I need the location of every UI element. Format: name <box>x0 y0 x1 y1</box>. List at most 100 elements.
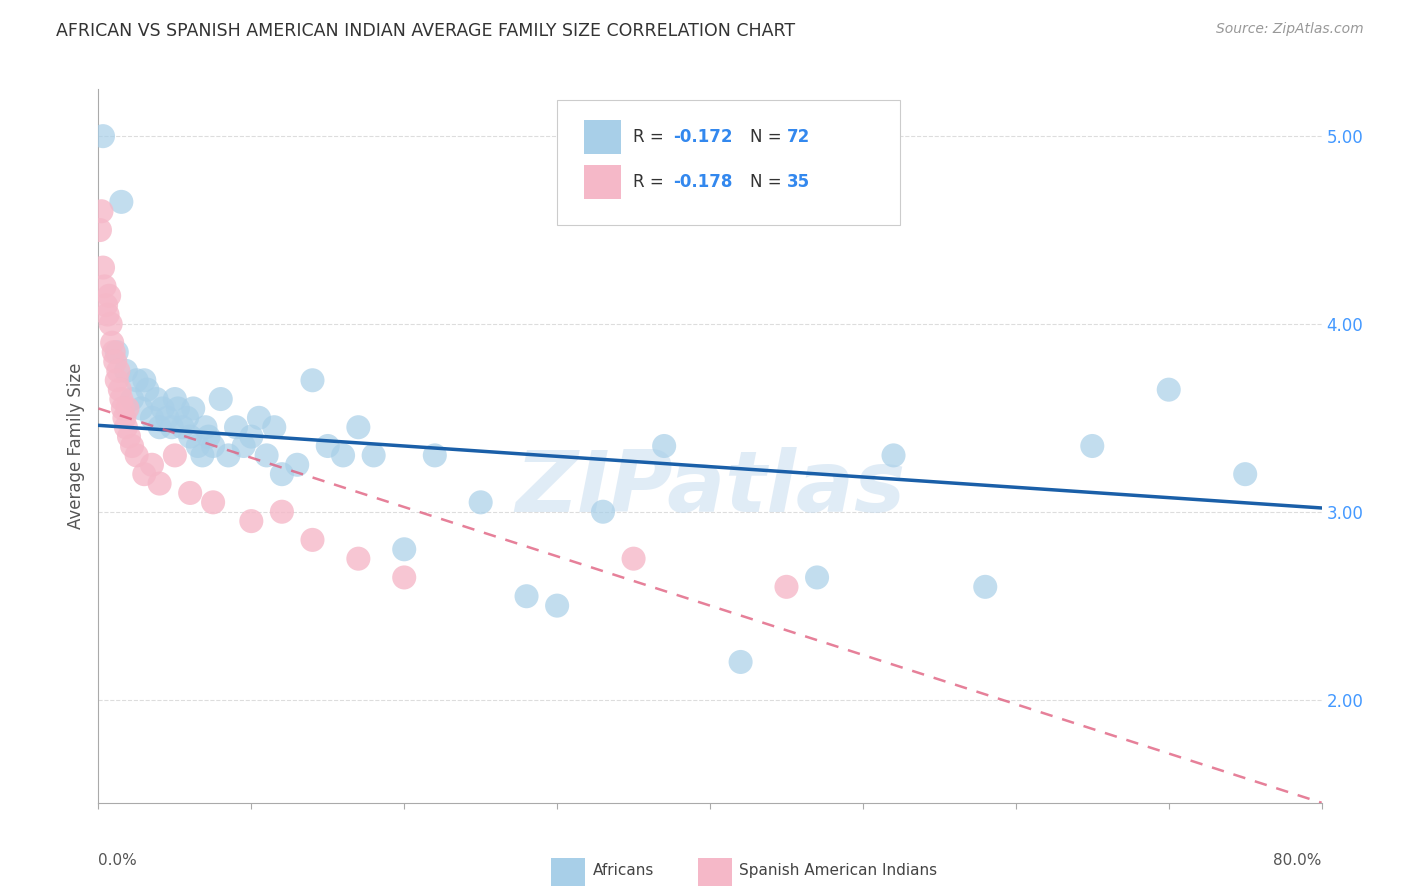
Point <box>115 364 138 378</box>
Point <box>263 420 285 434</box>
Point <box>516 589 538 603</box>
Point <box>191 449 214 463</box>
Point <box>1157 383 1180 397</box>
Point <box>392 542 416 557</box>
Point <box>176 410 198 425</box>
Point <box>806 570 828 584</box>
Point <box>118 429 141 443</box>
Point <box>97 308 120 322</box>
Point <box>347 420 370 434</box>
Y-axis label: Average Family Size: Average Family Size <box>66 363 84 529</box>
Point <box>134 467 156 482</box>
Point <box>202 439 225 453</box>
Point <box>172 420 194 434</box>
Point <box>247 410 270 425</box>
Point <box>883 449 905 463</box>
Point <box>974 580 997 594</box>
Point <box>156 410 179 425</box>
Point <box>652 439 675 453</box>
Point <box>134 373 156 387</box>
Point <box>202 495 225 509</box>
Point <box>105 345 128 359</box>
Point <box>129 401 152 416</box>
Text: 80.0%: 80.0% <box>1274 853 1322 868</box>
Point <box>104 354 127 368</box>
Point <box>197 429 219 443</box>
Point <box>117 401 139 416</box>
Point <box>141 458 163 472</box>
FancyBboxPatch shape <box>557 100 900 225</box>
Point <box>98 289 121 303</box>
Text: N =: N = <box>751 128 787 146</box>
Point <box>100 317 122 331</box>
Text: N =: N = <box>751 173 787 191</box>
Point <box>94 298 117 312</box>
Text: 35: 35 <box>787 173 810 191</box>
Text: R =: R = <box>633 173 669 191</box>
Point <box>730 655 752 669</box>
Point <box>775 580 797 594</box>
Point <box>546 599 568 613</box>
Point <box>285 458 308 472</box>
Point <box>240 514 263 528</box>
Point <box>163 449 186 463</box>
Point <box>91 129 114 144</box>
Point <box>125 373 148 387</box>
Point <box>240 429 263 443</box>
Point <box>103 345 125 359</box>
Point <box>90 204 112 219</box>
Point <box>101 335 124 350</box>
Point <box>121 392 143 406</box>
Point <box>316 439 339 453</box>
Point <box>256 449 278 463</box>
Point <box>179 486 201 500</box>
Point <box>1234 467 1257 482</box>
Point <box>1081 439 1104 453</box>
Point <box>194 420 217 434</box>
Point <box>145 392 167 406</box>
Point <box>363 449 385 463</box>
Point <box>136 383 159 397</box>
Point <box>270 467 292 482</box>
Point <box>217 449 239 463</box>
Point <box>163 392 186 406</box>
Point <box>91 260 114 275</box>
Text: Source: ZipAtlas.com: Source: ZipAtlas.com <box>1216 22 1364 37</box>
Point <box>209 392 232 406</box>
Point <box>179 429 201 443</box>
Point <box>187 439 209 453</box>
Point <box>110 194 132 209</box>
Point <box>392 570 416 584</box>
Point <box>181 401 204 416</box>
Text: -0.172: -0.172 <box>673 128 733 146</box>
Point <box>111 401 134 416</box>
Text: -0.178: -0.178 <box>673 173 733 191</box>
Point <box>347 551 370 566</box>
Point <box>301 373 323 387</box>
Point <box>623 551 645 566</box>
Point <box>108 383 131 397</box>
Point <box>470 495 492 509</box>
Point <box>105 373 128 387</box>
Point <box>149 476 172 491</box>
Point <box>107 364 129 378</box>
Point <box>301 533 323 547</box>
Text: ZIPatlas: ZIPatlas <box>515 447 905 531</box>
Point <box>160 420 183 434</box>
Point <box>152 401 174 416</box>
Point <box>112 410 135 425</box>
Bar <box>697 858 733 887</box>
Text: Africans: Africans <box>592 863 654 878</box>
Point <box>115 420 138 434</box>
Text: R =: R = <box>633 128 669 146</box>
Point <box>110 392 132 406</box>
Text: AFRICAN VS SPANISH AMERICAN INDIAN AVERAGE FAMILY SIZE CORRELATION CHART: AFRICAN VS SPANISH AMERICAN INDIAN AVERA… <box>56 22 796 40</box>
Bar <box>551 858 585 887</box>
Point <box>232 439 254 453</box>
Text: 72: 72 <box>787 128 810 146</box>
Point <box>332 449 354 463</box>
Point <box>167 401 190 416</box>
Point <box>225 420 247 434</box>
Point <box>423 449 446 463</box>
Point <box>149 420 172 434</box>
